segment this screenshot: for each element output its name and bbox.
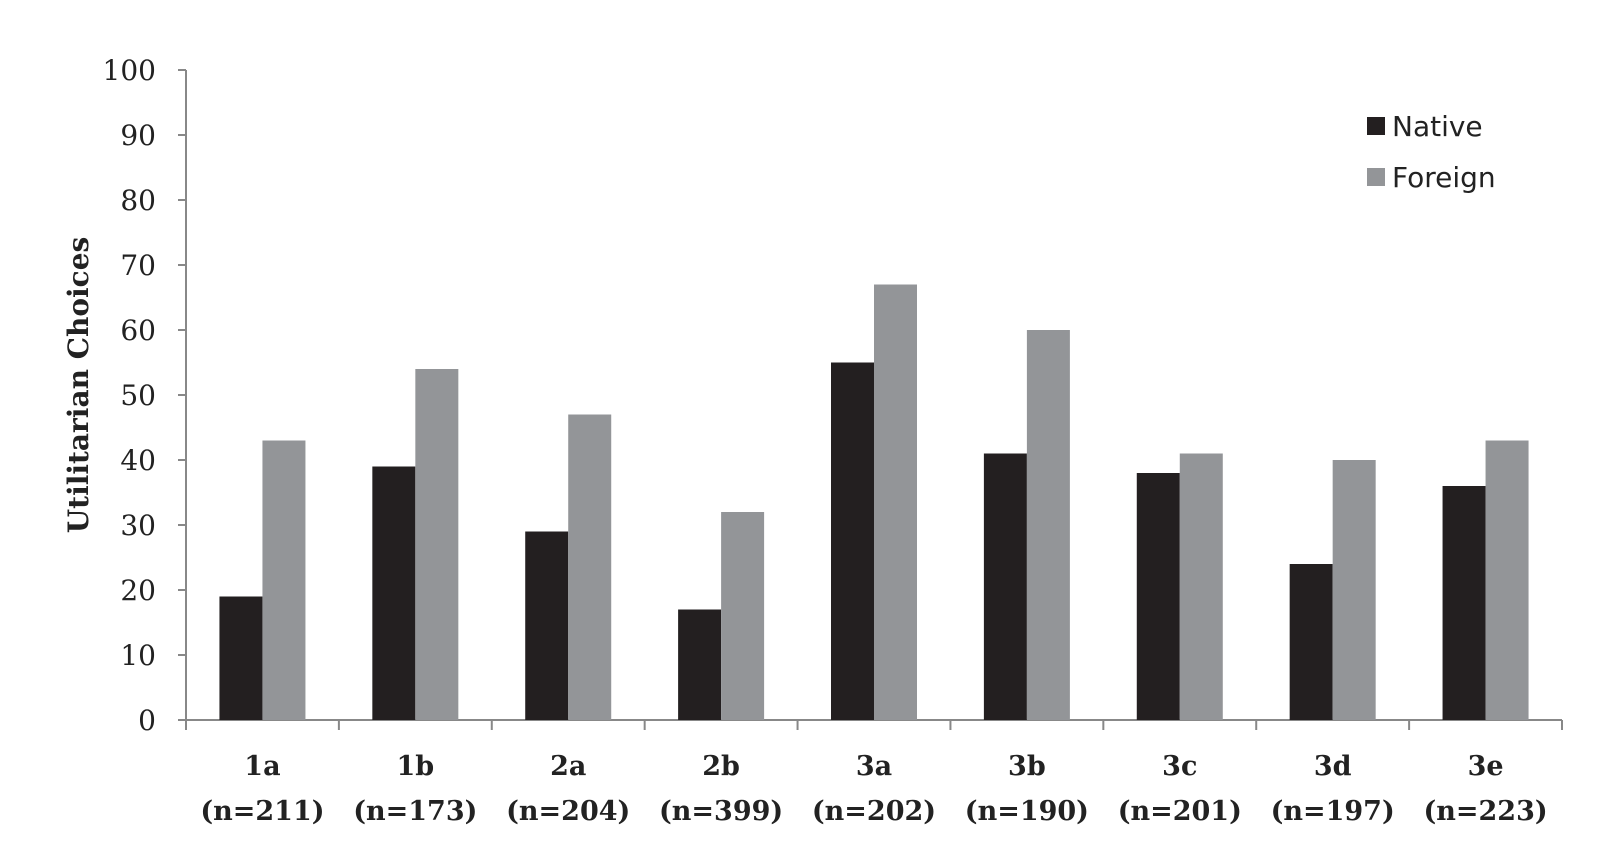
y-tick-label: 20: [120, 574, 156, 607]
x-category-sample-size: (n=173): [353, 796, 477, 827]
bar-native-2a: [525, 531, 569, 720]
y-tick-label: 0: [138, 704, 156, 737]
x-category-label: 1b: [396, 751, 434, 782]
x-category-sample-size: (n=204): [506, 796, 630, 827]
x-category-label: 3a: [856, 751, 892, 782]
x-category-label: 1a: [244, 751, 280, 782]
bar-native-1a: [219, 596, 263, 720]
bars: [219, 284, 1529, 720]
legend: Native Foreign: [1367, 110, 1496, 194]
bar-native-3d: [1289, 564, 1333, 720]
bar-foreign-3d: [1332, 460, 1376, 720]
bar-foreign-2a: [568, 414, 612, 720]
bar-native-3c: [1136, 473, 1180, 720]
bar-native-3a: [831, 362, 874, 720]
y-tick-label: 80: [120, 184, 156, 217]
y-tick-label: 30: [120, 509, 156, 542]
x-category-sample-size: (n=399): [659, 796, 783, 827]
bar-foreign-1b: [415, 369, 459, 720]
y-tick-label: 40: [120, 444, 156, 477]
legend-label-foreign: Foreign: [1392, 161, 1496, 194]
x-category-sample-size: (n=197): [1271, 796, 1395, 827]
x-category-sample-size: (n=190): [965, 796, 1089, 827]
bar-native-3b: [983, 453, 1027, 720]
bar-native-1b: [372, 466, 416, 720]
x-category-label: 2b: [702, 751, 740, 782]
legend-swatch-foreign: [1367, 168, 1385, 186]
x-category-label: 3c: [1162, 751, 1197, 782]
x-category-sample-size: (n=201): [1118, 796, 1242, 827]
y-tick-label: 100: [103, 54, 156, 87]
bar-foreign-1a: [262, 440, 306, 720]
x-category-label: 3e: [1468, 751, 1504, 782]
y-axis-title: Utilitarian Choices: [62, 237, 95, 534]
legend-swatch-native: [1367, 117, 1385, 135]
x-category-sample-size: (n=223): [1423, 796, 1547, 827]
x-category-label: 2a: [550, 751, 586, 782]
bar-native-2b: [678, 609, 722, 720]
y-tick-label: 70: [120, 249, 156, 282]
x-category-label: 3d: [1314, 751, 1352, 782]
bar-native-3e: [1442, 486, 1486, 720]
y-tick-label: 50: [120, 379, 156, 412]
bar-foreign-2b: [721, 512, 765, 720]
y-tick-label: 60: [120, 314, 156, 347]
x-category-label: 3b: [1008, 751, 1046, 782]
bar-foreign-3c: [1179, 453, 1223, 720]
y-tick-label: 10: [120, 639, 156, 672]
legend-label-native: Native: [1392, 110, 1483, 143]
y-tick-label: 90: [120, 119, 156, 152]
x-category-sample-size: (n=211): [200, 796, 324, 827]
x-category-sample-size: (n=202): [812, 796, 936, 827]
bar-foreign-3e: [1485, 440, 1529, 720]
y-axis: 0 10 20 30 40 50 60 70 80 90 100: [103, 54, 187, 737]
x-axis: 1a (n=211) 1b (n=173) 2a (n=204) 2b (n=399) 3a (n…: [185, 719, 1563, 827]
bar-foreign-3a: [874, 284, 917, 720]
bar-foreign-3b: [1026, 330, 1070, 720]
